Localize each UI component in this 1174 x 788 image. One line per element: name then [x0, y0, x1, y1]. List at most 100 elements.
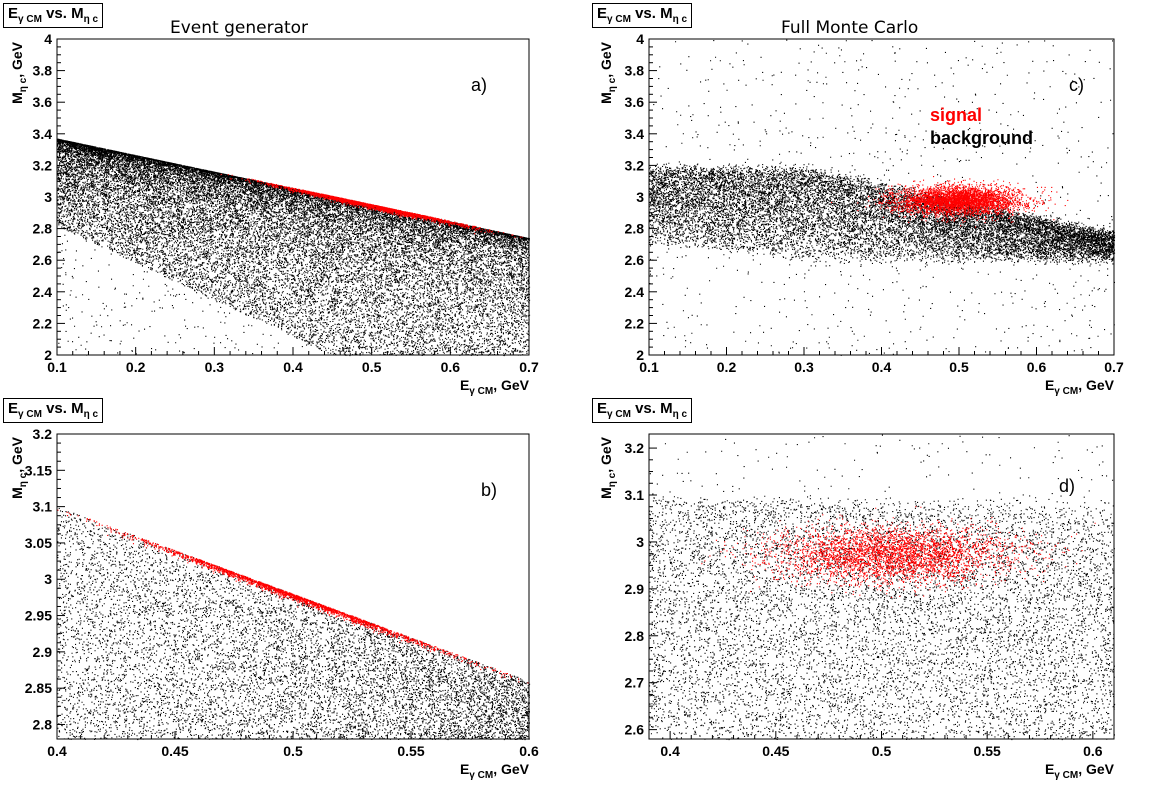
y-tick-label: 4 [636, 31, 644, 47]
y-tick-label: 3.1 [625, 487, 645, 503]
axes: 0.1 0.2 0.3 0.4 0.5 0.6 0.7 2 2.2 2.4 2.6 2.8 3 3.2 3.… [9, 31, 539, 397]
x-tick-label: 0.6 [519, 743, 539, 759]
y-tick-label: 3.6 [33, 94, 53, 110]
y-tick-label: 2.2 [33, 315, 53, 331]
x-tick-label: 0.5 [283, 743, 303, 759]
y-axis-label: Mη c, GeV [598, 436, 618, 499]
x-axis-label: Eγ CM, GeV [460, 377, 530, 397]
x-tick-label: 0.4 [283, 359, 303, 375]
y-tick-label: 3.4 [625, 126, 645, 142]
x-axis-label: Eγ CM, GeV [1045, 377, 1115, 397]
scatter-plot-d: 0.4 0.45 0.5 0.55 0.6 2.6 2.7 2.8 2.9 3 3.1 3.2 Eγ C… [598, 433, 1116, 781]
y-tick-label: 3.2 [33, 426, 53, 442]
x-tick-label: 0.55 [974, 743, 1001, 759]
panel-subtitle: Full Monte Carlo [781, 18, 919, 38]
signal-series-points [220, 173, 523, 238]
panel-c: Eγ CM vs. Mη c Full Monte Carlo 0.1 0.2 0.… [587, 0, 1174, 397]
x-tick-label: 0.2 [717, 359, 737, 375]
panel-title: Eγ CM vs. Mη c [3, 398, 104, 423]
x-tick-label: 0.55 [397, 743, 424, 759]
panel-a: Eγ CM vs. Mη c Event generator 0.1 0.2 0.3… [0, 0, 587, 397]
x-tick-label: 0.6 [1083, 743, 1103, 759]
y-tick-label: 3.2 [33, 157, 53, 173]
x-tick-label: 0.5 [872, 743, 892, 759]
y-tick-label: 3.05 [25, 535, 52, 551]
panel-label: b) [481, 480, 497, 500]
y-axis-label: Mη c, GeV [9, 41, 29, 104]
signal-series-points [57, 509, 529, 684]
y-tick-label: 3 [44, 571, 52, 587]
y-tick-label: 3 [636, 189, 644, 205]
y-tick-label: 2.8 [625, 221, 645, 237]
y-tick-label: 3.1 [33, 499, 53, 515]
panel-title: Eγ CM vs. Mη c [3, 3, 104, 28]
y-axis-label: Mη c, GeV [9, 436, 29, 499]
y-tick-label: 2.95 [25, 608, 52, 624]
x-tick-label: 0.7 [1104, 359, 1124, 375]
x-tick-label: 0.3 [205, 359, 225, 375]
x-tick-label: 0.4 [660, 743, 680, 759]
panel-subtitle: Event generator [170, 18, 309, 38]
x-tick-label: 0.3 [794, 359, 814, 375]
x-tick-label: 0.4 [872, 359, 892, 375]
scatter-plot-a: 0.1 0.2 0.3 0.4 0.5 0.6 0.7 2 2.2 2.4 2.6 2.8 3 3.2 3.… [9, 31, 539, 397]
y-tick-label: 2.6 [625, 252, 645, 268]
y-tick-label: 2.8 [33, 716, 53, 732]
panel-label: c) [1069, 75, 1084, 95]
y-tick-label: 2.4 [33, 284, 53, 300]
y-axis-label: Mη c, GeV [598, 41, 618, 104]
x-tick-label: 0.1 [639, 359, 659, 375]
background-series [57, 507, 531, 741]
panel-label: a) [471, 75, 487, 95]
x-tick-label: 0.45 [161, 743, 188, 759]
signal-series [831, 176, 1069, 228]
y-tick-label: 3.2 [625, 157, 645, 173]
scatter-plot-b: 0.4 0.45 0.5 0.55 0.6 2.8 2.85 2.9 2.95 3 3.05 3.1 3… [9, 426, 539, 781]
y-tick-label: 2.85 [25, 680, 52, 696]
legend-item: signal [930, 105, 982, 125]
signal-series-points [831, 176, 1069, 228]
signal-series [220, 173, 523, 238]
x-tick-label: 0.4 [47, 743, 67, 759]
panel-title: Eγ CM vs. Mη c [592, 3, 693, 28]
x-tick-label: 0.2 [126, 359, 146, 375]
x-axis-label: Eγ CM, GeV [460, 761, 530, 781]
scatter-plot-c: 0.1 0.2 0.3 0.4 0.5 0.6 0.7 2 2.2 2.4 2.6 2.8 3 3.2 3.… [598, 31, 1124, 397]
y-tick-label: 2.9 [625, 581, 645, 597]
y-tick-label: 2.6 [33, 252, 53, 268]
plot-frame [648, 433, 1115, 740]
y-tick-label: 2.7 [625, 675, 645, 691]
panel-b: Eγ CM vs. Mη c 0.4 0.45 0.5 0.55 0.6 2.8 2.85 2… [0, 394, 587, 788]
y-tick-label: 3 [636, 534, 644, 550]
x-tick-label: 0.45 [762, 743, 789, 759]
panel-label: d) [1059, 476, 1075, 496]
y-tick-label: 3 [44, 189, 52, 205]
x-tick-label: 0.6 [441, 359, 461, 375]
legend-item: background [930, 128, 1033, 148]
y-tick-label: 2.8 [33, 221, 53, 237]
axes: 0.1 0.2 0.3 0.4 0.5 0.6 0.7 2 2.2 2.4 2.6 2.8 3 3.2 3.… [598, 31, 1124, 397]
y-tick-label: 2.2 [625, 315, 645, 331]
y-tick-label: 2.8 [625, 628, 645, 644]
y-tick-label: 2.6 [625, 722, 645, 738]
y-tick-label: 3.6 [625, 94, 645, 110]
x-tick-label: 0.5 [949, 359, 969, 375]
background-series-points [649, 39, 1116, 356]
y-tick-label: 3.8 [33, 63, 53, 79]
x-tick-label: 0.1 [47, 359, 67, 375]
y-tick-label: 2 [44, 347, 52, 363]
x-tick-label: 0.5 [362, 359, 382, 375]
y-tick-label: 3.8 [625, 63, 645, 79]
background-series-points [57, 507, 531, 741]
y-tick-label: 3.2 [625, 440, 645, 456]
background-series [649, 434, 1116, 741]
background-series [649, 39, 1116, 356]
axes: 0.4 0.45 0.5 0.55 0.6 2.8 2.85 2.9 2.95 3 3.05 3.1 3… [9, 426, 539, 781]
y-tick-label: 4 [44, 31, 52, 47]
y-tick-label: 2.9 [33, 644, 53, 660]
x-axis-label: Eγ CM, GeV [1045, 761, 1115, 781]
y-tick-label: 3.4 [33, 126, 53, 142]
background-series-points [57, 138, 531, 357]
legend: signal background [930, 105, 1033, 148]
y-tick-label: 2 [636, 347, 644, 363]
